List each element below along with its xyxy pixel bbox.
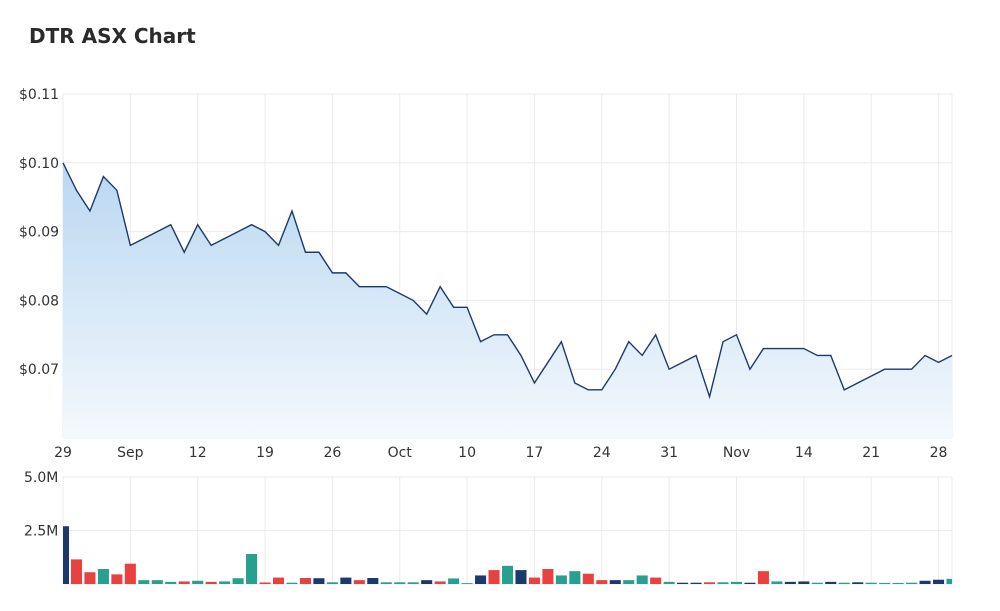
volume-bar bbox=[582, 573, 594, 584]
volume-bar bbox=[165, 581, 177, 584]
volume-bar bbox=[84, 572, 96, 584]
volume-bar bbox=[596, 580, 608, 584]
price-y-tick-label: $0.07 bbox=[19, 362, 59, 378]
volume-bar bbox=[111, 574, 123, 584]
volume-bar bbox=[677, 582, 689, 584]
volume-bar bbox=[205, 581, 217, 584]
date-x-tick-label: 14 bbox=[795, 445, 813, 461]
volume-bar bbox=[340, 577, 352, 584]
volume-bar bbox=[852, 582, 864, 584]
volume-bar bbox=[892, 582, 904, 584]
volume-bar bbox=[124, 563, 136, 584]
volume-y-tick-label: 5.0M bbox=[24, 470, 58, 486]
date-x-tick-label: 17 bbox=[526, 445, 544, 461]
volume-bar bbox=[97, 569, 109, 584]
volume-bar bbox=[192, 580, 204, 584]
volume-bar bbox=[407, 582, 419, 584]
volume-bar bbox=[246, 554, 258, 584]
volume-bar bbox=[771, 581, 783, 584]
volume-bar bbox=[259, 582, 271, 584]
volume-bar bbox=[865, 582, 877, 584]
volume-bars bbox=[63, 526, 952, 584]
volume-bar bbox=[286, 582, 298, 584]
volume-bar bbox=[623, 580, 635, 584]
volume-bar bbox=[299, 578, 311, 584]
date-x-tick-label: Sep bbox=[117, 445, 144, 461]
chart-title: DTR ASX Chart bbox=[29, 24, 196, 48]
price-y-axis: $0.07 $0.08 $0.09 $0.10 $0.11 bbox=[19, 87, 59, 378]
volume-bar bbox=[704, 582, 716, 584]
volume-bar bbox=[394, 582, 406, 584]
volume-bar bbox=[838, 582, 850, 584]
volume-bar bbox=[138, 580, 150, 584]
volume-bar bbox=[811, 582, 823, 584]
volume-bar bbox=[717, 582, 729, 584]
date-x-tick-label: Oct bbox=[388, 445, 413, 461]
volume-bar bbox=[798, 581, 810, 584]
volume-bar bbox=[906, 582, 918, 584]
price-area-fill bbox=[63, 162, 952, 439]
volume-bar bbox=[825, 581, 837, 584]
date-x-axis: 29 Sep 12 19 26 Oct 10 17 24 31 Nov 14 21 28 bbox=[54, 445, 947, 461]
volume-bar bbox=[272, 577, 285, 584]
volume-bar bbox=[609, 580, 621, 584]
date-x-tick-label: 28 bbox=[930, 445, 948, 461]
volume-bar bbox=[636, 575, 648, 584]
volume-bar bbox=[757, 571, 769, 584]
date-x-tick-label: 29 bbox=[54, 445, 72, 461]
volume-bar bbox=[461, 583, 473, 584]
date-x-tick-label: Nov bbox=[723, 445, 750, 461]
volume-bar bbox=[879, 582, 891, 584]
volume-bar bbox=[784, 581, 796, 584]
volume-bar bbox=[946, 578, 952, 584]
date-x-tick-label: 10 bbox=[458, 445, 476, 461]
volume-bar bbox=[353, 580, 365, 584]
date-x-tick-label: 31 bbox=[660, 445, 678, 461]
price-line-series bbox=[62, 162, 953, 400]
volume-bar bbox=[515, 570, 527, 584]
volume-bar bbox=[178, 581, 190, 584]
volume-bar bbox=[730, 581, 743, 584]
volume-bar bbox=[569, 571, 581, 584]
volume-bar bbox=[650, 577, 662, 584]
price-y-tick-label: $0.09 bbox=[19, 225, 59, 241]
volume-bar bbox=[421, 580, 433, 584]
volume-y-tick-label: 2.5M bbox=[24, 524, 58, 540]
volume-bar bbox=[488, 570, 500, 584]
volume-bar bbox=[663, 581, 675, 584]
volume-bar bbox=[232, 578, 244, 584]
volume-bar bbox=[367, 578, 379, 584]
price-y-tick-label: $0.11 bbox=[19, 87, 59, 103]
volume-bar bbox=[690, 582, 702, 584]
volume-bar bbox=[63, 526, 70, 584]
date-x-tick-label: 26 bbox=[323, 445, 341, 461]
volume-bar bbox=[448, 578, 460, 584]
volume-bar bbox=[326, 582, 338, 584]
volume-bar bbox=[434, 581, 446, 584]
date-x-tick-label: 12 bbox=[189, 445, 207, 461]
price-y-tick-label: $0.10 bbox=[19, 156, 59, 172]
volume-y-axis: 2.5M 5.0M bbox=[24, 470, 58, 540]
volume-bar bbox=[555, 575, 567, 584]
volume-bar bbox=[919, 580, 931, 584]
volume-bar bbox=[501, 565, 514, 584]
volume-bar bbox=[744, 582, 756, 584]
volume-bar bbox=[380, 582, 392, 584]
price-y-tick-label: $0.08 bbox=[19, 293, 59, 309]
volume-bar bbox=[542, 569, 554, 584]
volume-bar bbox=[219, 581, 231, 584]
volume-bar bbox=[475, 575, 487, 584]
volume-bar bbox=[528, 577, 540, 584]
date-x-tick-label: 21 bbox=[862, 445, 880, 461]
date-x-tick-label: 19 bbox=[256, 445, 274, 461]
volume-bar bbox=[70, 559, 82, 584]
volume-bar bbox=[151, 580, 163, 584]
volume-bar bbox=[313, 578, 325, 584]
volume-bar bbox=[933, 579, 945, 584]
date-x-tick-label: 24 bbox=[593, 445, 611, 461]
